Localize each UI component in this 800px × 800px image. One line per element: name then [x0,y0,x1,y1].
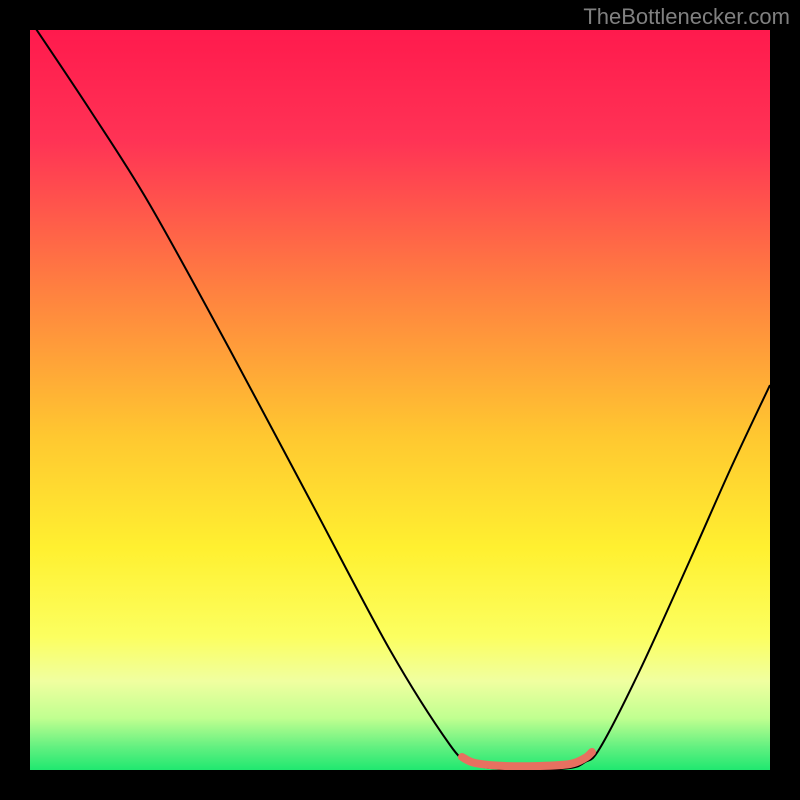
bottleneck-chart [30,30,770,770]
watermark-text: TheBottlenecker.com [583,4,790,30]
gradient-background [30,30,770,770]
chart-svg [30,30,770,770]
